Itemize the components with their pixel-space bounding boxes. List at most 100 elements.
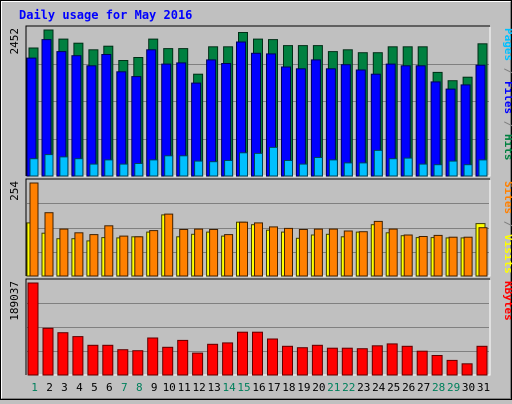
- bar-sites-day-16: [255, 223, 263, 276]
- panel-2-legend: Sites / Visits: [502, 181, 512, 274]
- bar-kbytes-day-3: [58, 333, 68, 375]
- bar-pages-day-19: [299, 164, 307, 176]
- bar-kbytes-day-2: [43, 328, 53, 375]
- bar-kbytes-day-14: [223, 343, 233, 375]
- bar-sites-day-8: [135, 237, 143, 276]
- bar-files-day-7: [117, 72, 126, 176]
- legend-segment: Sites: [502, 181, 512, 214]
- bar-pages-day-12: [195, 161, 203, 176]
- bar-pages-day-7: [120, 164, 128, 176]
- bar-sites-day-17: [270, 227, 278, 276]
- bar-kbytes-day-28: [432, 356, 442, 376]
- bar-kbytes-day-18: [283, 346, 293, 375]
- bar-pages-day-29: [449, 161, 457, 176]
- bar-kbytes-day-21: [327, 348, 337, 375]
- bar-sites-day-20: [314, 229, 322, 276]
- bar-sites-day-6: [105, 226, 113, 276]
- x-tick-label-day-23: 23: [357, 381, 370, 394]
- bar-files-day-31: [476, 65, 485, 176]
- bar-pages-day-20: [314, 158, 322, 177]
- x-tick-label-day-20: 20: [312, 381, 325, 394]
- bar-pages-day-8: [135, 164, 143, 177]
- legend-segment: /: [502, 214, 512, 234]
- bar-kbytes-day-15: [238, 332, 248, 375]
- x-tick-label-day-25: 25: [387, 381, 400, 394]
- bar-kbytes-day-12: [193, 353, 203, 375]
- bar-sites-day-14: [225, 235, 233, 276]
- x-tick-label-day-4: 4: [76, 381, 83, 394]
- bar-pages-day-13: [210, 162, 218, 176]
- bar-sites-day-25: [389, 229, 397, 276]
- chart-title: Daily usage for May 2016: [19, 8, 192, 22]
- bar-files-day-6: [102, 55, 111, 177]
- bar-pages-day-28: [434, 165, 442, 176]
- bar-files-day-28: [431, 82, 440, 176]
- bar-pages-day-5: [90, 164, 98, 176]
- x-tick-label-day-10: 10: [163, 381, 176, 394]
- x-tick-label-day-11: 11: [178, 381, 191, 394]
- bar-kbytes-day-29: [447, 360, 457, 375]
- bar-kbytes-day-22: [342, 348, 352, 375]
- legend-segment: Hits: [502, 134, 512, 161]
- bar-pages-day-23: [359, 163, 367, 176]
- x-tick-label-day-17: 17: [267, 381, 280, 394]
- bar-sites-day-3: [60, 229, 68, 276]
- bar-sites-day-19: [299, 230, 307, 277]
- bar-kbytes-day-7: [118, 350, 128, 375]
- bar-sites-day-5: [90, 235, 98, 276]
- bar-kbytes-day-25: [387, 344, 397, 375]
- bar-pages-day-21: [329, 160, 337, 176]
- bar-pages-day-30: [464, 165, 472, 176]
- bar-sites-day-2: [45, 213, 53, 276]
- bar-pages-day-26: [404, 158, 412, 176]
- x-tick-label-day-1: 1: [31, 381, 38, 394]
- bar-sites-day-12: [195, 229, 203, 276]
- bar-sites-day-29: [449, 237, 457, 276]
- bar-kbytes-day-20: [312, 345, 322, 375]
- x-tick-label-day-27: 27: [417, 381, 430, 394]
- bar-kbytes-day-6: [103, 345, 113, 375]
- bar-sites-day-30: [464, 237, 472, 276]
- bar-sites-day-11: [180, 230, 188, 277]
- x-tick-label-day-12: 12: [192, 381, 205, 394]
- bar-pages-day-3: [60, 157, 68, 176]
- panel-1-ymax-label: 2452: [8, 28, 21, 55]
- bar-files-day-9: [147, 50, 156, 176]
- bar-files-day-30: [461, 85, 470, 176]
- x-tick-label-day-14: 14: [222, 381, 236, 394]
- x-tick-label-day-9: 9: [151, 381, 158, 394]
- x-tick-label-day-18: 18: [282, 381, 295, 394]
- bar-pages-day-10: [165, 156, 173, 176]
- bar-pages-day-9: [150, 160, 158, 176]
- bar-files-day-5: [87, 66, 96, 176]
- bar-kbytes-day-31: [477, 346, 487, 375]
- bar-pages-day-22: [344, 163, 352, 176]
- bar-sites-day-31: [479, 228, 487, 276]
- x-tick-label-day-30: 30: [462, 381, 475, 394]
- bar-kbytes-day-13: [208, 344, 218, 375]
- x-tick-label-day-24: 24: [372, 381, 386, 394]
- bar-pages-day-6: [105, 160, 113, 176]
- bar-files-day-4: [72, 56, 81, 176]
- bar-kbytes-day-30: [462, 364, 472, 375]
- x-tick-label-day-5: 5: [91, 381, 98, 394]
- x-tick-label-day-3: 3: [61, 381, 68, 394]
- x-tick-label-day-22: 22: [342, 381, 355, 394]
- bar-pages-day-14: [225, 161, 233, 177]
- bar-kbytes-day-24: [372, 346, 382, 375]
- legend-segment: KBytes: [502, 281, 512, 321]
- bar-pages-day-24: [374, 150, 382, 176]
- bar-pages-day-18: [285, 161, 293, 177]
- bar-pages-day-31: [479, 160, 487, 176]
- bar-sites-day-13: [210, 230, 218, 277]
- bar-kbytes-day-10: [163, 347, 173, 375]
- x-tick-label-day-16: 16: [252, 381, 265, 394]
- bar-files-day-8: [132, 77, 141, 176]
- panel-3-ymax-label: 189037: [8, 281, 21, 321]
- bar-pages-day-25: [389, 159, 397, 176]
- bar-sites-day-24: [374, 221, 382, 276]
- x-tick-label-day-13: 13: [207, 381, 220, 394]
- legend-segment: /: [502, 61, 512, 81]
